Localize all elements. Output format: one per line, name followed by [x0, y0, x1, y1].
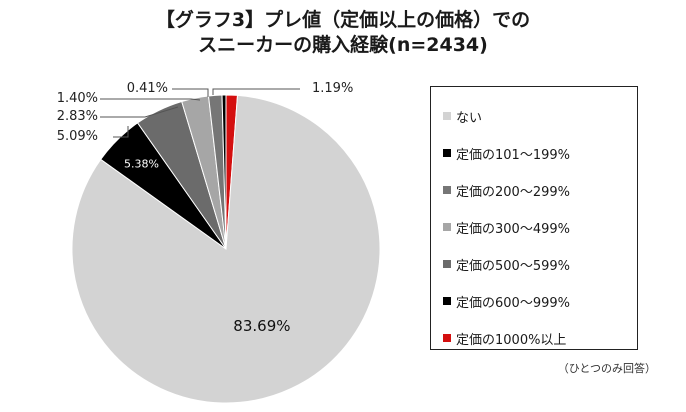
slice-label: 5.09%	[57, 129, 98, 144]
legend-item: 定価の1000%以上	[443, 328, 566, 348]
leader-line	[113, 126, 129, 138]
legend-swatch	[443, 334, 451, 342]
legend-item: 定価の200～299%	[443, 180, 570, 200]
legend-label: 定価の500～599%	[456, 258, 570, 274]
pie-slice	[221, 94, 227, 250]
leader-line	[212, 88, 300, 95]
legend-item: 定価の101～199%	[443, 143, 570, 163]
legend-swatch	[443, 149, 451, 157]
legend-swatch	[443, 186, 451, 194]
legend-label: 定価の300～499%	[456, 221, 570, 237]
legend-label: 定価の200～299%	[456, 184, 570, 200]
chart-title-line-2: スニーカーの購入経験(n=2434)	[198, 34, 488, 56]
slice-label: 2.83%	[57, 109, 98, 124]
legend: ない定価の101～199% 定価の200～299% 定価の300～499% 定価の50…	[430, 86, 638, 350]
legend-label: 定価の101～199%	[456, 147, 570, 163]
legend-item: 定価の300～499%	[443, 217, 570, 237]
slice-label: 83.69%	[233, 317, 290, 335]
leader-line	[172, 88, 209, 97]
legend-label: ない	[456, 110, 483, 126]
legend-swatch	[443, 260, 451, 268]
slice-label: 0.41%	[127, 81, 168, 96]
legend-swatch	[443, 297, 451, 305]
chart-title-line-1: 【グラフ3】プレ値（定価以上の価格）での	[155, 9, 531, 31]
legend-swatch	[443, 112, 451, 120]
chart-title: 【グラフ3】プレ値（定価以上の価格）での スニーカーの購入経験(n=2434)	[0, 8, 686, 58]
slice-label: 1.40%	[57, 91, 98, 106]
leader-line	[100, 106, 179, 118]
legend-label: 定価の1000%以上	[456, 332, 567, 348]
legend-swatch	[443, 223, 451, 231]
slice-label: 5.38%	[124, 158, 159, 171]
legend-item: ない	[443, 106, 482, 126]
pie-slice	[71, 94, 381, 404]
legend-item: 定価の500～599%	[443, 254, 570, 274]
legend-label: 定価の600～999%	[456, 295, 570, 311]
answer-note: （ひとつのみ回答）	[557, 362, 656, 375]
legend-item: 定価の600～999%	[443, 291, 570, 311]
leader-line	[100, 98, 201, 101]
slice-label: 1.19%	[312, 81, 353, 96]
